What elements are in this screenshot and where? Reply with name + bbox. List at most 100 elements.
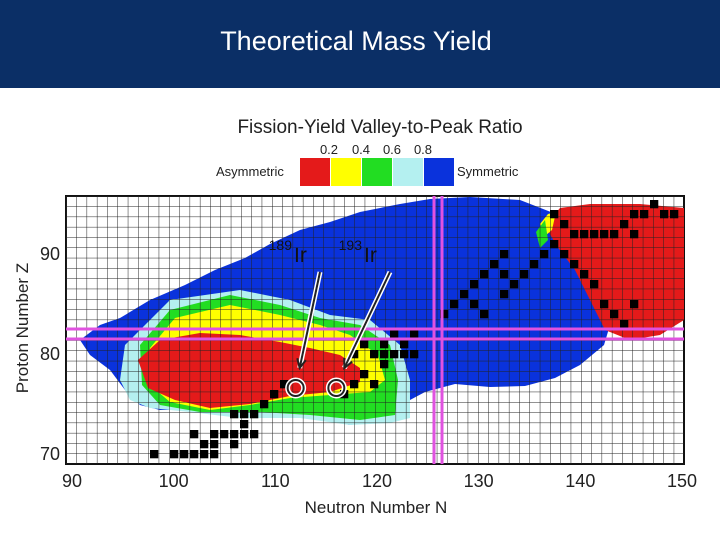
black-cell: [360, 340, 369, 349]
black-cell: [190, 450, 199, 459]
isotope-label: Ir: [364, 244, 377, 267]
black-cell: [360, 370, 369, 379]
legend-asymmetric-label: Asymmetric: [216, 164, 284, 179]
legend-color-box: [331, 158, 361, 186]
annotation-arrow: [343, 271, 391, 369]
black-cell: [580, 270, 589, 279]
x-tick-label: 140: [565, 471, 595, 491]
legend-tick-label: 0.2: [320, 142, 338, 157]
isotope-marker: [327, 379, 346, 397]
y-axis-label: Proton Number Z: [13, 263, 32, 393]
black-cell: [410, 330, 419, 339]
x-tick-label: 90: [62, 471, 82, 491]
black-cell: [370, 380, 379, 389]
black-cell: [350, 350, 359, 359]
black-cell: [200, 450, 209, 459]
x-axis: 90 100 110 120 130 140 150: [62, 471, 697, 491]
legend-tick-label: 0.4: [352, 142, 370, 157]
black-cell: [210, 430, 219, 439]
black-cell: [540, 250, 549, 259]
black-cell: [180, 450, 189, 459]
x-tick-label: 110: [261, 471, 290, 491]
black-cell: [550, 210, 559, 219]
chart-title: Fission-Yield Valley-to-Peak Ratio: [237, 117, 522, 138]
black-cell: [390, 350, 399, 359]
legend-color-box: [424, 158, 454, 186]
black-cell: [520, 270, 529, 279]
y-tick-label: 90: [40, 244, 60, 264]
black-cell: [630, 230, 639, 239]
black-cell: [590, 230, 599, 239]
black-cell: [490, 260, 499, 269]
x-tick-label: 130: [464, 471, 494, 491]
black-cell: [510, 280, 519, 289]
legend-tick-label: 0.6: [383, 142, 401, 157]
legend-color-box: [362, 158, 392, 186]
isotope-marker: [286, 379, 305, 397]
black-cell: [440, 310, 449, 319]
isotope-mass-number: 189: [269, 237, 293, 253]
black-cell: [500, 290, 509, 299]
black-cell: [600, 230, 609, 239]
black-cell: [240, 420, 249, 429]
black-cell: [570, 230, 579, 239]
black-cell: [260, 400, 269, 409]
x-tick-label: 120: [362, 471, 392, 491]
black-cell: [230, 410, 239, 419]
annotation-arrowhead: [343, 357, 353, 371]
black-cell: [480, 310, 489, 319]
black-cell: [640, 210, 649, 219]
black-cell: [610, 310, 619, 319]
black-cell: [630, 210, 639, 219]
black-cell: [500, 250, 509, 259]
black-cell: [500, 270, 509, 279]
black-cell: [450, 300, 459, 309]
isotope-annotations: 189 Ir 193 Ir: [269, 237, 393, 399]
black-cell: [370, 350, 379, 359]
black-cell: [380, 350, 389, 359]
black-cell: [280, 380, 289, 389]
x-tick-label: 100: [159, 471, 189, 491]
annotation-arrowhead: [296, 358, 307, 371]
x-axis-label: Neutron Number N: [305, 498, 448, 517]
black-cell: [200, 440, 209, 449]
legend-symmetric-label: Symmetric: [457, 164, 519, 179]
black-cell: [170, 450, 179, 459]
black-cell: [670, 210, 679, 219]
black-cell: [470, 280, 479, 289]
black-cell: [240, 430, 249, 439]
black-cell: [250, 410, 259, 419]
black-cell: [620, 320, 629, 329]
isotope-label: Ir: [294, 244, 307, 267]
black-cell: [530, 260, 539, 269]
y-tick-label: 70: [40, 444, 60, 464]
black-cell: [550, 240, 559, 249]
black-cell: [400, 350, 409, 359]
black-cell: [220, 430, 229, 439]
black-cell: [660, 210, 669, 219]
black-cell: [150, 450, 159, 459]
legend-color-box: [300, 158, 330, 186]
annotation-arrow: [298, 271, 321, 369]
black-cell: [600, 300, 609, 309]
legend-tick-label: 0.8: [414, 142, 432, 157]
black-cell: [230, 440, 239, 449]
y-axis: 70 80 90: [40, 244, 60, 464]
black-cell: [380, 360, 389, 369]
black-cell: [230, 430, 239, 439]
x-tick-label: 150: [667, 471, 697, 491]
black-cell: [250, 430, 259, 439]
black-cell: [620, 220, 629, 229]
black-cell: [630, 300, 639, 309]
black-cell: [560, 250, 569, 259]
black-cell: [210, 440, 219, 449]
black-cell: [270, 390, 279, 399]
black-cell: [590, 280, 599, 289]
reference-lines: [66, 196, 684, 464]
black-cell: [460, 290, 469, 299]
legend-color-box: [393, 158, 423, 186]
black-cell: [400, 340, 409, 349]
black-cell: [570, 260, 579, 269]
y-tick-label: 80: [40, 344, 60, 364]
